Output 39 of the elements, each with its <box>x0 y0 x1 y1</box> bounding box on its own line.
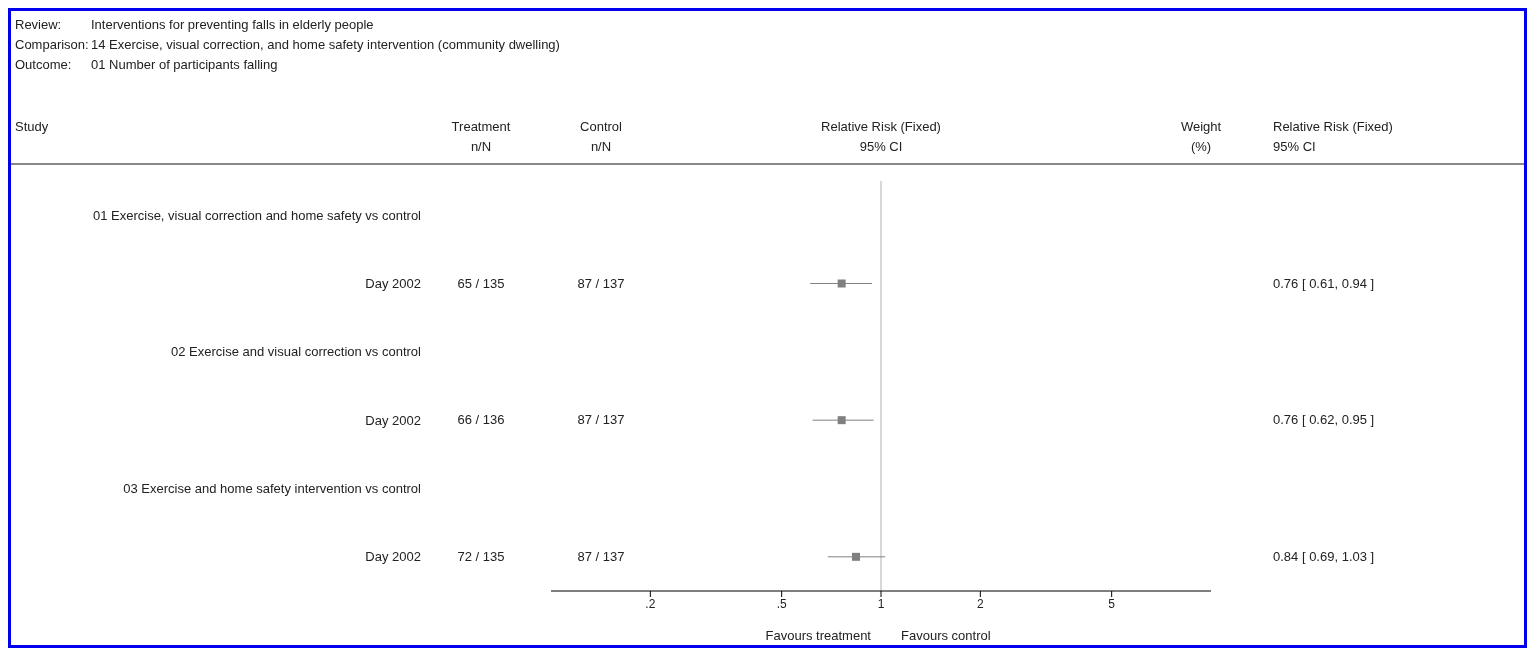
text: 72 / 135 <box>456 548 506 565</box>
text: Weight <box>1179 119 1223 135</box>
x-tick-label: 2 <box>977 596 984 611</box>
text: Favours treatment <box>764 628 871 644</box>
data-label: 0.76 [ 0.62, 0.95 ] <box>1273 412 1376 429</box>
text: 95% CI <box>1273 139 1317 155</box>
annotation: 87 / 137 <box>576 275 626 292</box>
y-tick-label: 02 Exercise and visual correction vs control <box>170 344 422 360</box>
text: 66 / 136 <box>456 412 506 429</box>
y-tick-label: Day 2002 <box>365 412 421 428</box>
annotation: 87 / 137 <box>576 548 626 565</box>
text: (%) <box>1189 139 1213 155</box>
data-label: 0.76 [ 0.61, 0.94 ] <box>1273 275 1376 292</box>
text: n/N <box>589 139 613 155</box>
text: 95% CI <box>858 139 904 155</box>
text: Study <box>15 119 50 135</box>
y-tick-label: Day 2002 <box>365 549 421 565</box>
x-tick-label: .2 <box>645 596 656 611</box>
text: Interventions for preventing falls in elderly people <box>91 17 375 33</box>
text: n/N <box>469 139 493 155</box>
annotation: 87 / 137 <box>576 412 626 429</box>
x-tick-label: .5 <box>776 596 787 611</box>
text: 01 Number of participants falling <box>91 57 279 73</box>
text: Control <box>579 119 623 135</box>
x-tick-label: 5 <box>1108 596 1116 611</box>
x-tick-label: 1 <box>877 596 885 611</box>
text: Comparison: <box>15 37 89 52</box>
text: Review: <box>15 17 62 32</box>
text: Relative Risk (Fixed) <box>1273 119 1394 135</box>
text: Outcome: <box>15 57 72 72</box>
y-tick-label: 01 Exercise, visual correction and home safety vs control <box>92 207 422 223</box>
text: 65 / 135 <box>456 275 506 292</box>
y-tick-label: Day 2002 <box>365 276 421 292</box>
y-tick-label: 03 Exercise and home safety intervention vs control <box>123 481 422 497</box>
text: 14 Exercise, visual correction, and home safety intervention (community dwelling) <box>91 37 561 53</box>
text: Treatment <box>450 119 512 135</box>
text: Relative Risk (Fixed) <box>820 119 942 135</box>
data-label: 0.84 [ 0.69, 1.03 ] <box>1273 548 1376 565</box>
text: Favours control <box>901 628 992 644</box>
